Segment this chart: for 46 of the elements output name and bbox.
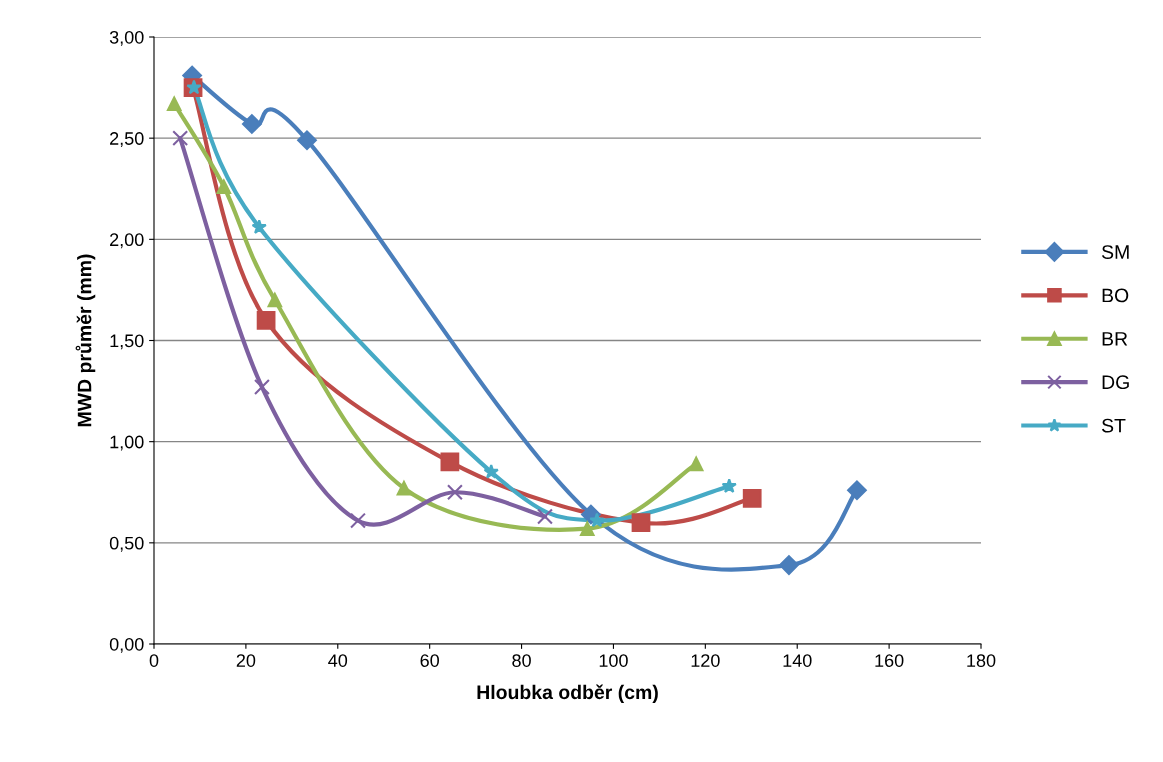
x-axis-title: Hloubka odběr (cm) [477, 684, 658, 703]
x-tick-label: 80 [512, 654, 531, 667]
point [216, 179, 232, 195]
y-axis-title: MWD průměr (mm) [75, 254, 96, 427]
x-tick-label: 40 [328, 654, 348, 667]
point [847, 480, 867, 501]
x-tick-label: 0 [149, 654, 159, 667]
point [253, 379, 270, 396]
x-tick-label: 120 [691, 654, 720, 667]
x-tick-label: 140 [783, 654, 812, 667]
x-tick-label: 60 [420, 654, 439, 667]
legend-label: ST [1101, 418, 1126, 433]
x-tick-label: 180 [967, 654, 996, 667]
point [267, 292, 283, 308]
point [446, 484, 463, 501]
y-tick-label: 1,50 [110, 334, 144, 350]
point [166, 96, 182, 112]
point [440, 452, 460, 472]
point [256, 310, 276, 330]
y-tick-label: 0,00 [109, 637, 144, 653]
y-tick-label: 1,00 [110, 435, 144, 451]
point [350, 512, 366, 529]
y-tick-label: 0,50 [109, 536, 144, 552]
x-tick-label: 100 [599, 654, 628, 667]
point [297, 130, 317, 151]
point [688, 456, 704, 472]
legend-label: BO [1102, 288, 1129, 303]
y-tick-label: 2,00 [110, 233, 144, 249]
point [396, 480, 412, 496]
point [631, 513, 651, 532]
point [721, 478, 737, 493]
point [241, 114, 262, 134]
point [172, 130, 189, 147]
legend-label: SM [1101, 245, 1129, 259]
y-tick-label: 3,00 [109, 30, 144, 46]
point [579, 521, 595, 536]
point [537, 508, 553, 525]
y-tick-label: 2,50 [110, 132, 144, 148]
point [483, 464, 499, 479]
x-tick-label: 160 [875, 654, 904, 667]
legend-label: DG [1102, 375, 1129, 390]
point [251, 219, 267, 234]
x-tick-label: 20 [236, 654, 256, 667]
point [742, 488, 762, 508]
point [779, 555, 799, 575]
legend-label: BR [1102, 332, 1128, 346]
